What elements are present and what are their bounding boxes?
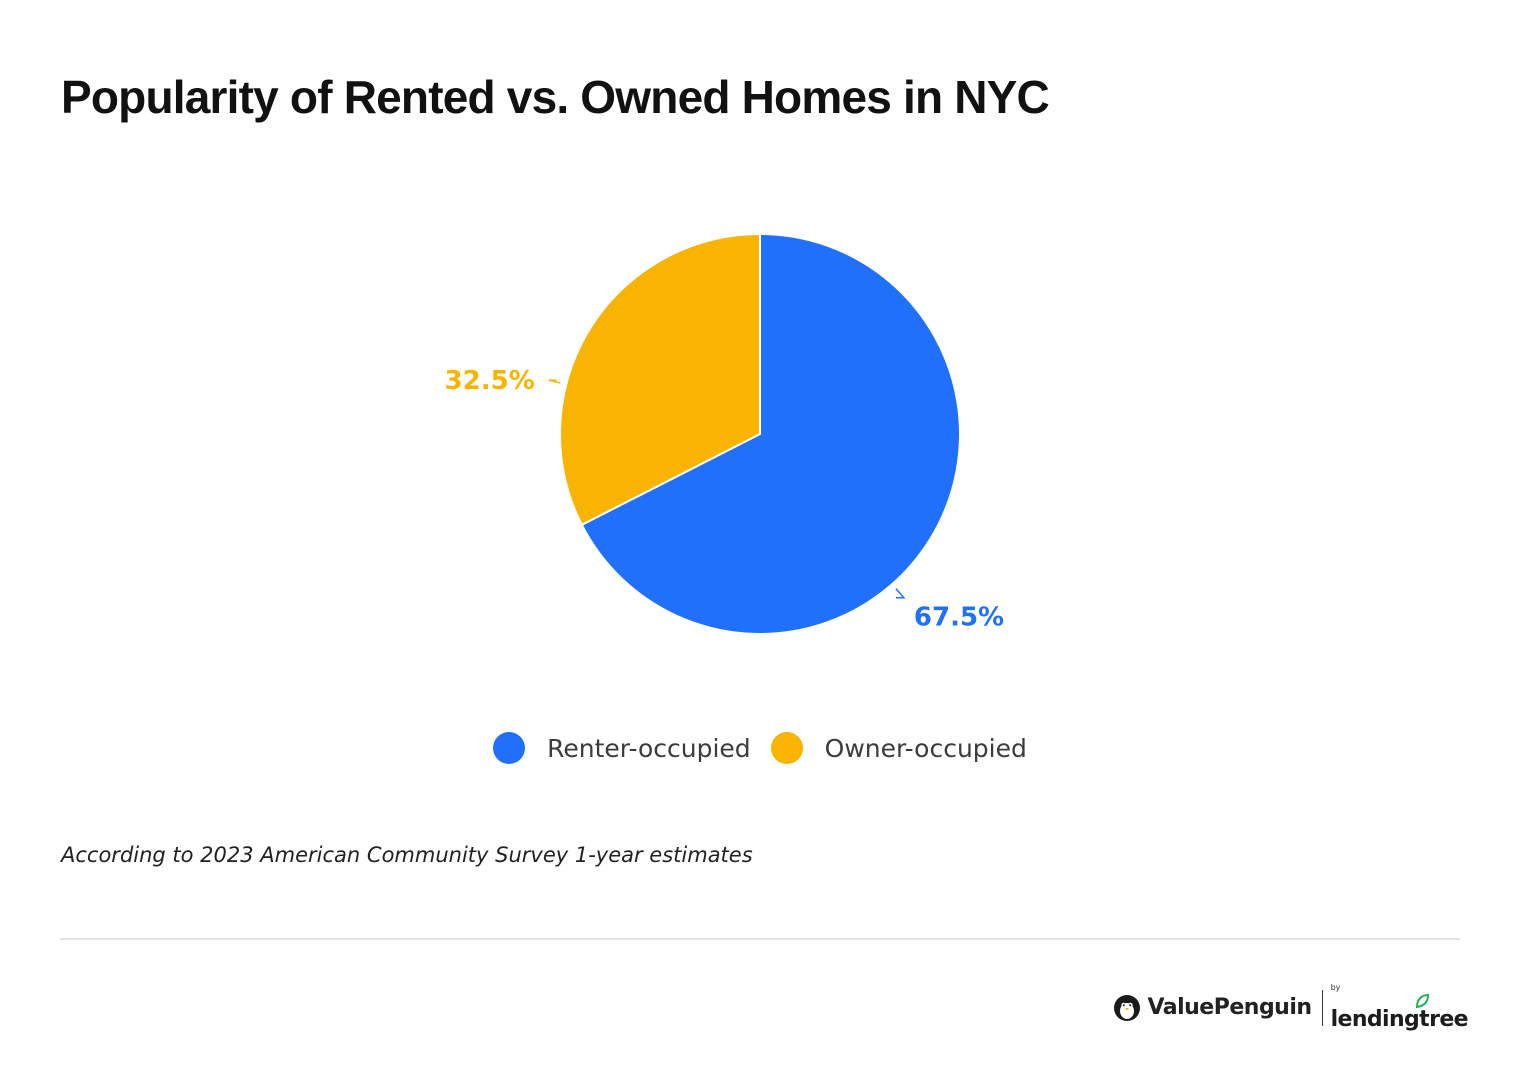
data-label-renter-occupied: 67.5% [914,603,1004,633]
chart-legend: Renter-occupied Owner-occupied [0,732,1520,764]
penguin-icon [1114,994,1141,1021]
legend-label-owner: Owner-occupied [824,733,1027,763]
chart-title: Popularity of Rented vs. Owned Homes in … [61,71,1050,123]
leader-line-1 [548,379,561,384]
brand-partner-block: by lendingtree [1330,983,1469,1031]
data-label-owner-occupied: 32.5% [445,366,535,396]
source-note: According to 2023 American Community Sur… [61,843,753,867]
pie-chart: 67.5% 32.5% [445,233,1004,635]
brand-logo[interactable]: ValuePenguin by lendingtree [1113,983,1469,1031]
brand-by: by [1330,983,1341,992]
legend-item-renter[interactable]: Renter-occupied [493,732,751,764]
footer-divider [60,938,1460,940]
legend-swatch-owner [770,732,803,764]
leader-line-0 [895,588,906,599]
legend-label-renter: Renter-occupied [547,733,751,763]
brand-name: ValuePenguin [1147,995,1312,1020]
legend-swatch-renter [493,732,526,764]
leaf-icon [1415,993,1430,1009]
legend-item-owner[interactable]: Owner-occupied [770,732,1027,764]
brand-partner: lendingtree [1330,1007,1469,1032]
pie-slice-renter-occupied[interactable] [580,233,961,635]
brand-separator [1321,989,1323,1026]
pie-slice-owner-occupied[interactable] [559,233,761,526]
